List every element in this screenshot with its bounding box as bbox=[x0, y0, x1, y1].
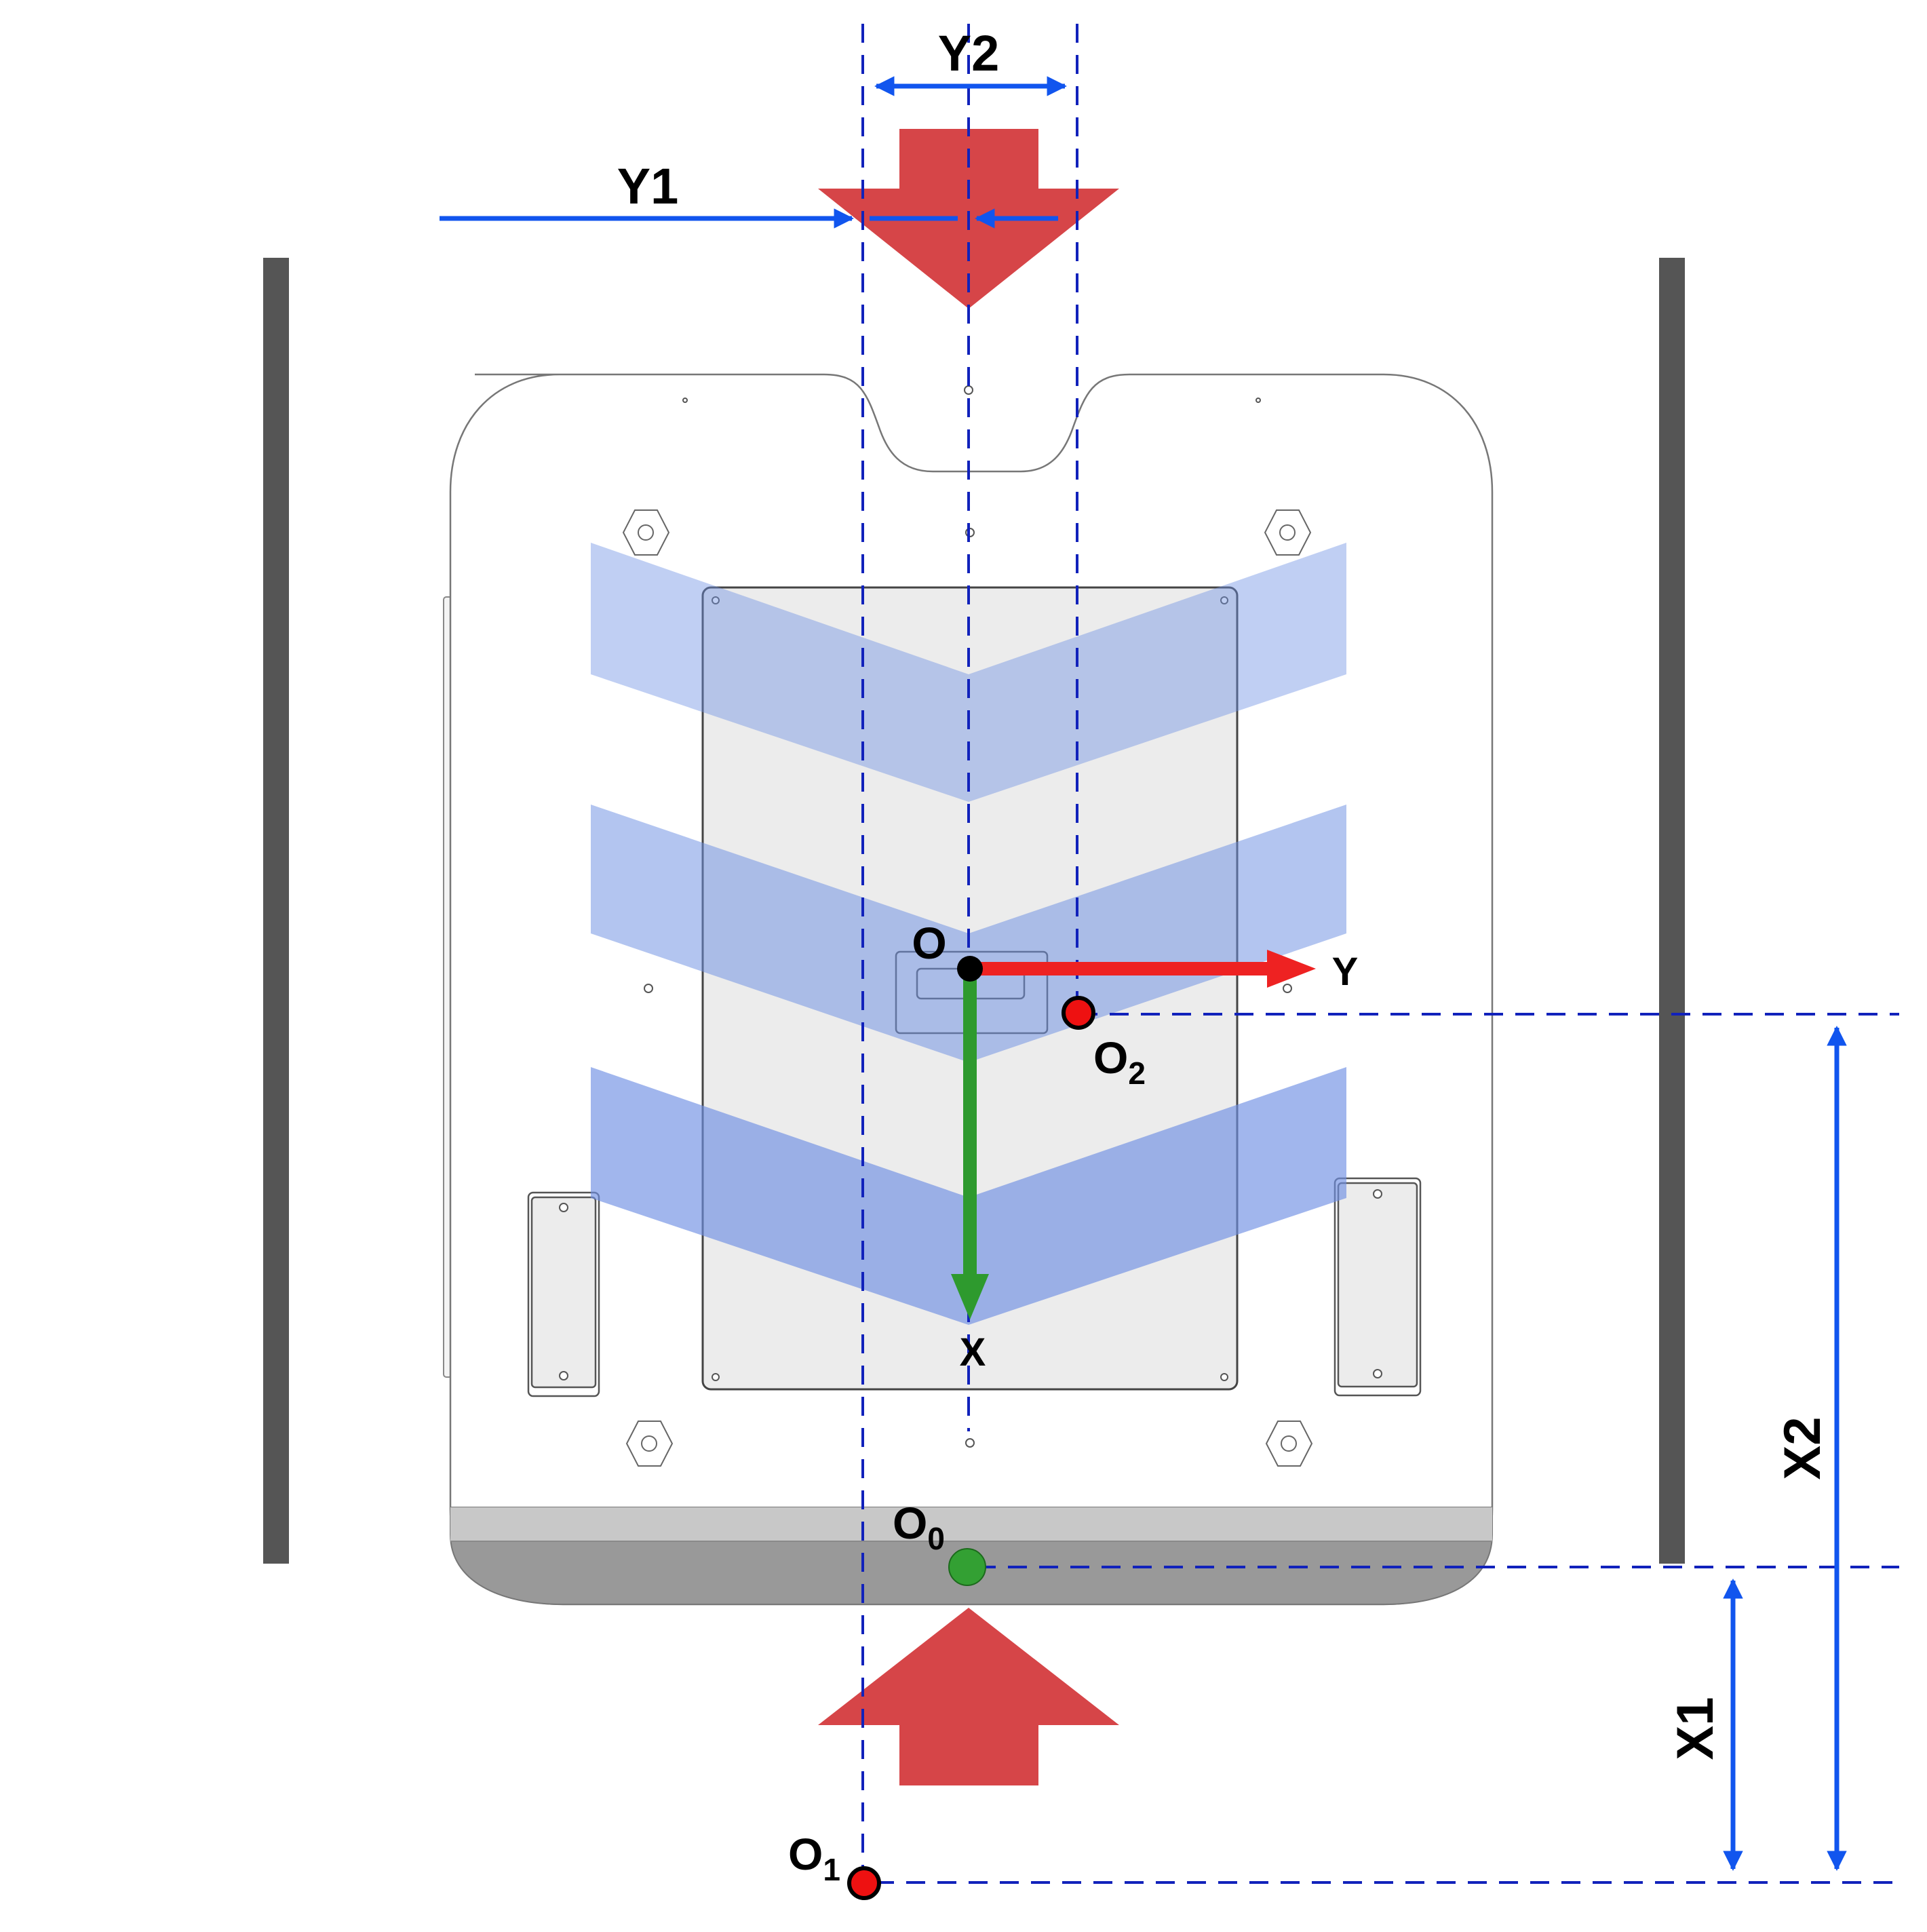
labels: Y2 Y1 O Y X O2 O0 O1 X2 X1 bbox=[617, 25, 1831, 1887]
point-o2 bbox=[1062, 996, 1095, 1030]
point-o0 bbox=[948, 1548, 986, 1586]
dimension-lines bbox=[440, 76, 1847, 1871]
label-axis-x: X bbox=[960, 1330, 986, 1374]
bottom-force-arrow bbox=[818, 1608, 1119, 1785]
side-panel-left bbox=[527, 1191, 600, 1397]
chevron-3 bbox=[591, 1067, 1346, 1325]
label-origin: O bbox=[912, 918, 946, 968]
right-rail bbox=[1659, 258, 1685, 1564]
label-axis-y: Y bbox=[1332, 950, 1359, 994]
point-o1 bbox=[847, 1866, 881, 1900]
x-axis-arrowhead bbox=[951, 1274, 989, 1319]
bumper-strip bbox=[450, 1507, 1492, 1541]
chevron-1 bbox=[591, 543, 1346, 802]
label-o1: O1 bbox=[788, 1829, 840, 1887]
label-y1: Y1 bbox=[617, 158, 679, 214]
label-y2: Y2 bbox=[938, 25, 1000, 81]
hex-nuts bbox=[622, 509, 1313, 1467]
label-x1: X1 bbox=[1667, 1697, 1724, 1760]
origin-point bbox=[957, 956, 983, 982]
left-rail bbox=[263, 258, 289, 1564]
y-axis-arrowhead bbox=[1267, 950, 1316, 988]
label-o0: O0 bbox=[893, 1498, 945, 1556]
side-panel-right bbox=[1334, 1177, 1422, 1397]
label-o2: O2 bbox=[1093, 1032, 1146, 1091]
label-x2: X2 bbox=[1774, 1417, 1831, 1480]
coordinate-frame bbox=[951, 950, 1316, 1319]
